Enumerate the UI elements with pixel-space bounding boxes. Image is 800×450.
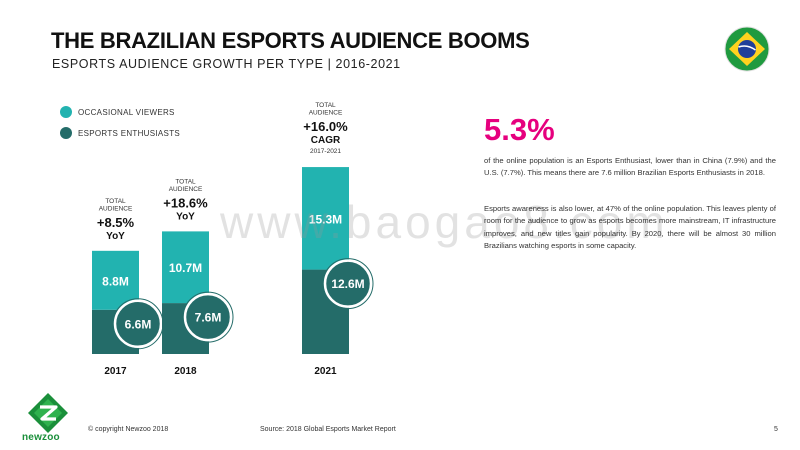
annotation-line2-2017: AUDIENCE bbox=[99, 205, 133, 212]
legend-item-enthusiasts: ESPORTS ENTHUSIASTS bbox=[60, 127, 180, 139]
data-label-enthusiasts-2017: 6.6M bbox=[125, 317, 152, 331]
stat-paragraph: of the online population is an Esports E… bbox=[484, 156, 776, 178]
badge-enthusiasts-2021 bbox=[323, 259, 373, 308]
annotation-line1-2018: TOTAL bbox=[175, 178, 196, 185]
annotation-line2-2018: AUDIENCE bbox=[169, 186, 203, 193]
x-tick-label-2018: 2018 bbox=[174, 366, 197, 377]
annotation-value-2021: +16.0% bbox=[303, 119, 348, 134]
brazil-flag-icon bbox=[724, 26, 770, 72]
page-number: 5 bbox=[774, 426, 778, 433]
data-label-occasional-2017: 8.8M bbox=[102, 274, 129, 288]
annotation-value-2018: +18.6% bbox=[163, 195, 208, 210]
annotation-unit-2021: CAGR bbox=[311, 135, 341, 146]
bar-occasional-2021 bbox=[302, 167, 349, 270]
annotation-unit-2018: YoY bbox=[176, 211, 195, 222]
data-label-occasional-2018: 10.7M bbox=[169, 261, 202, 275]
annotation-line2-2021: AUDIENCE bbox=[309, 110, 343, 117]
data-label-enthusiasts-2021: 12.6M bbox=[331, 277, 364, 291]
awareness-paragraph: Esports awareness is also lower, at 47% … bbox=[484, 204, 776, 251]
badge-enthusiasts-2018 bbox=[183, 292, 233, 342]
legend-label-enthusiasts: ESPORTS ENTHUSIASTS bbox=[78, 128, 181, 138]
legend-item-occasional: OCCASIONAL VIEWERS bbox=[60, 106, 175, 118]
data-label-occasional-2021: 15.3M bbox=[309, 212, 342, 226]
x-tick-label-2021: 2021 bbox=[314, 366, 337, 377]
watermark-text: www.baogao8.com bbox=[220, 196, 669, 248]
newzoo-logo-text: newzoo bbox=[22, 432, 60, 443]
page-subtitle: ESPORTS AUDIENCE GROWTH PER TYPE | 2016-… bbox=[52, 57, 401, 71]
legend-swatch-enthusiasts bbox=[60, 127, 72, 139]
newzoo-logo-icon bbox=[28, 393, 68, 433]
copyright-text: © copyright Newzoo 2018 bbox=[88, 426, 169, 433]
bar-occasional-2018 bbox=[162, 231, 209, 304]
source-text: Source: 2018 Global Esports Market Repor… bbox=[260, 426, 396, 433]
annotation-note-2021: 2017-2021 bbox=[310, 148, 341, 155]
annotation-unit-2017: YoY bbox=[106, 231, 125, 242]
badge-ring-2018 bbox=[182, 291, 234, 343]
legend-swatch-occasional bbox=[60, 106, 72, 118]
annotation-line1-2021: TOTAL bbox=[315, 102, 336, 109]
x-tick-label-2017: 2017 bbox=[104, 366, 127, 377]
page-title: THE BRAZILIAN ESPORTS AUDIENCE BOOMS bbox=[51, 28, 530, 53]
headline-stat: 5.3% bbox=[484, 112, 555, 147]
annotation-line1-2017: TOTAL bbox=[105, 198, 126, 205]
annotation-value-2017: +8.5% bbox=[97, 215, 135, 230]
badge-enthusiasts-2017 bbox=[113, 299, 163, 349]
data-label-enthusiasts-2018: 7.6M bbox=[195, 311, 222, 325]
legend-label-occasional: OCCASIONAL VIEWERS bbox=[78, 107, 175, 117]
badge-ring-2021 bbox=[322, 258, 374, 310]
